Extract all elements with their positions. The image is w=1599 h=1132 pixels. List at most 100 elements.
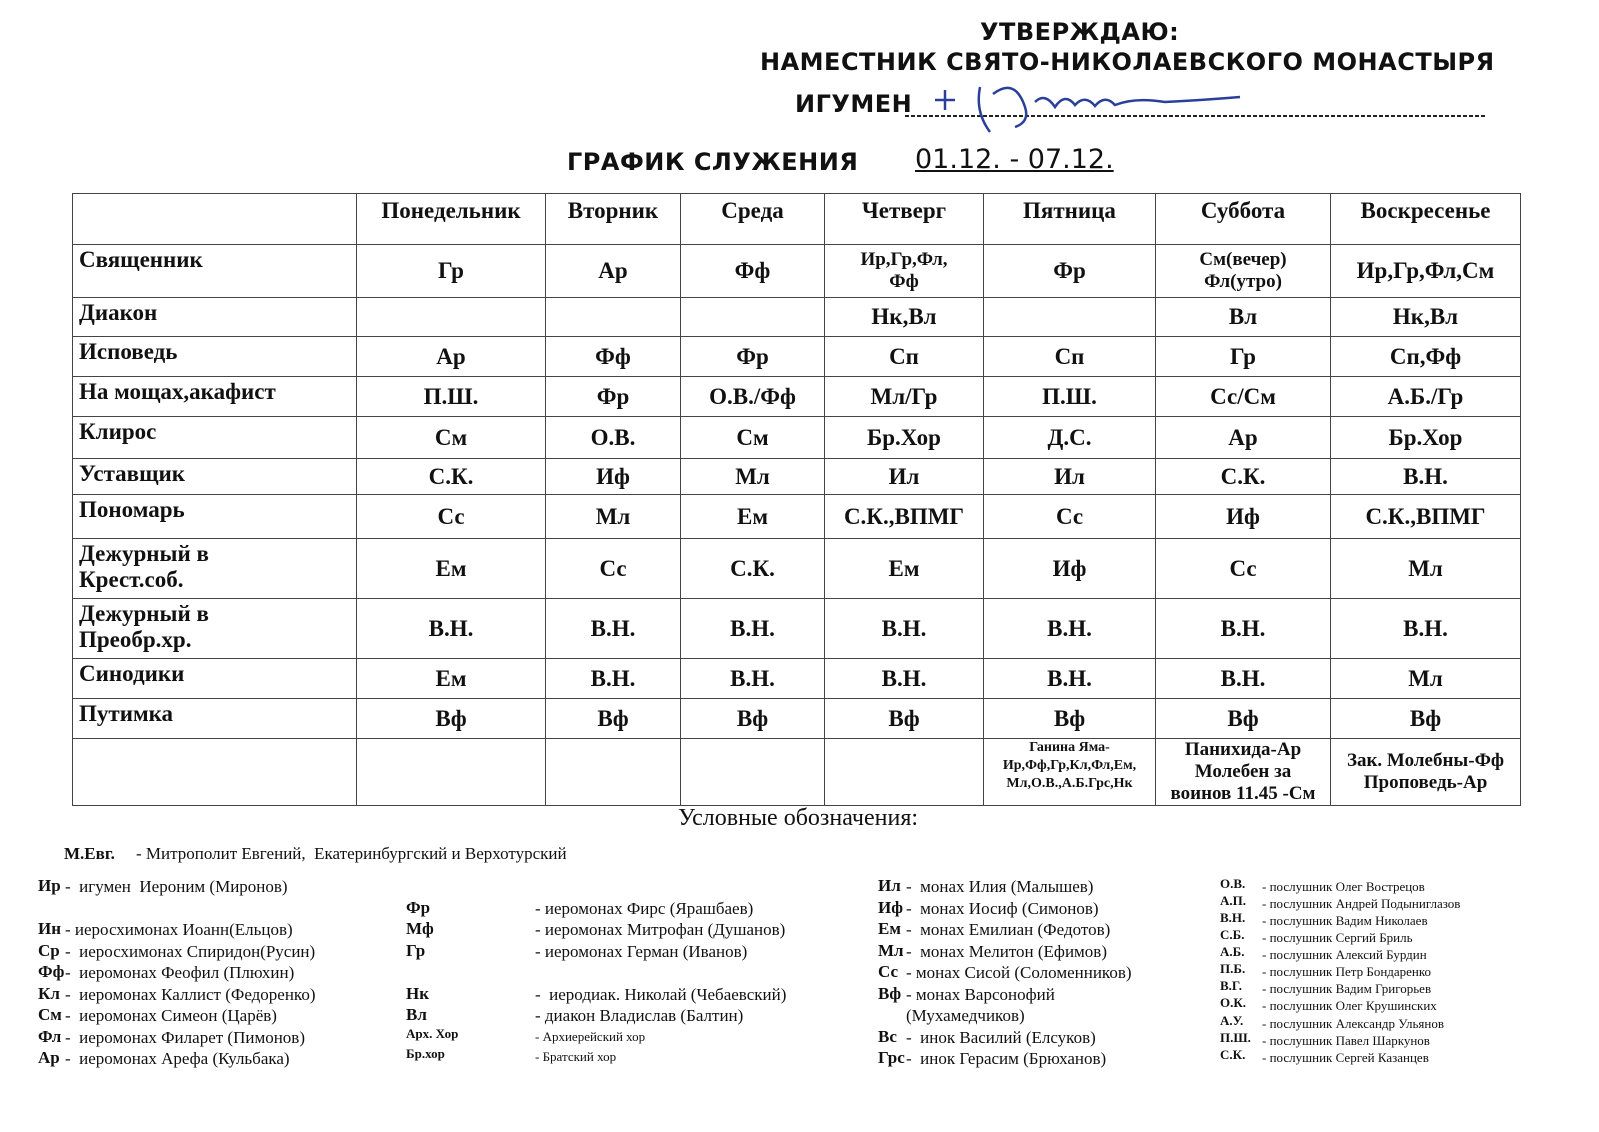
row-label: Уставщик [72, 458, 357, 495]
legend-text: - послушник Александр Ульянов [1262, 1016, 1444, 1031]
cell [983, 297, 1156, 337]
row-label: Исповедь [72, 336, 357, 377]
cell: Вл [1155, 297, 1331, 337]
legend-text: - послушник Андрей Подыниглазов [1262, 896, 1461, 911]
corner-cell [72, 193, 357, 245]
cell: Мл [545, 494, 681, 539]
legend-abbr: Фр [406, 898, 431, 917]
legend-abbr: Грс [878, 1048, 905, 1067]
cell: С.К. [356, 458, 546, 495]
row: Клирос См О.В. См Бр.Хор Д.С. Ар Бр.Хор [72, 416, 1521, 459]
cell: Бр.Хор [824, 416, 984, 459]
cell: Гр [1155, 336, 1331, 377]
cell: Ем [680, 494, 825, 539]
legend-abbr: Мл [878, 941, 904, 960]
legend-text: - иеромонах Феофил (Плюхин) [65, 963, 295, 982]
legend-text: - иеромонах Симеон (Царёв) [65, 1006, 277, 1025]
cell: В.Н. [1330, 598, 1521, 659]
cell: Нк,Вл [1330, 297, 1521, 337]
cell: Мл [680, 458, 825, 495]
legend-abbr: Ср [38, 941, 60, 960]
row: Дежурный в Преобр.хр. В.Н. В.Н. В.Н. В.Н. В.Н… [72, 598, 1521, 659]
row-label: Клирос [72, 416, 357, 459]
legend-text: - иеродиак. Николай (Чебаевский) [535, 985, 787, 1004]
cell: В.Н. [824, 658, 984, 699]
row: Исповедь Ар Фф Фр Сп Сп Гр Сп,Фф [72, 336, 1521, 377]
cell: Ар [1155, 416, 1331, 459]
legend-abbr: Кл [38, 984, 60, 1003]
cell: Ил [983, 458, 1156, 495]
legend-text: - иеромонах Герман (Иванов) [535, 942, 748, 961]
legend-text: - иеромонах Филарет (Пимонов) [65, 1028, 305, 1047]
day-header: Суббота [1155, 193, 1331, 245]
legend-text: - иеромонах Арефа (Кульбака) [65, 1049, 290, 1068]
legend-text: - послушник Олег Вострецов [1262, 879, 1425, 894]
legend-abbr: Вс [878, 1027, 897, 1046]
cell: В.Н. [824, 598, 984, 659]
cell: Ир,Гр,Фл, Фф [824, 244, 984, 298]
row-label: Диакон [72, 297, 357, 337]
cell: Вф [545, 698, 681, 739]
cell: Ем [824, 538, 984, 599]
row: Синодики Ем В.Н. В.Н. В.Н. В.Н. В.Н. Мл [72, 658, 1521, 699]
cell: Сп [824, 336, 984, 377]
cell: В.Н. [1155, 658, 1331, 699]
cell [545, 297, 681, 337]
cell: П.Ш. [356, 376, 546, 417]
row-label: На мощах,акафист [72, 376, 357, 417]
cell: О.В. [545, 416, 681, 459]
cell [680, 297, 825, 337]
cell: Ир,Гр,Фл,См [1330, 244, 1521, 298]
legend-text: - иеромонах Митрофан (Душанов) [535, 920, 786, 939]
cell: В.Н. [545, 658, 681, 699]
cell: Гр [356, 244, 546, 298]
dates: 01.12. - 07.12. [915, 144, 1114, 175]
cell: Ил [824, 458, 984, 495]
cell: В.Н. [356, 598, 546, 659]
legend-abbr: П.Ш. [1220, 1030, 1251, 1045]
approve: УТВЕРЖДАЮ: [980, 18, 1180, 46]
row: Священник Гр Ар Фф Ир,Гр,Фл, Фф Фр См(вечер) Ф… [72, 244, 1521, 298]
cell: Мл/Гр [824, 376, 984, 417]
cell: Сп [983, 336, 1156, 377]
legend-abbr: В.Г. [1220, 978, 1242, 993]
legend-text: - инок Василий (Елсуков) [906, 1028, 1096, 1047]
legend-text: - монах Сисой (Соломенников) [906, 963, 1132, 982]
cell: В.Н. [680, 658, 825, 699]
legend-text: - монах Мелитон (Ефимов) [906, 942, 1107, 961]
legend-text: - монах Варсонофий (Мухамедчиков) [906, 985, 1055, 1025]
cell: Ем [356, 538, 546, 599]
legend-abbr: Ир [38, 876, 61, 895]
legend-abbr: Нк [406, 984, 430, 1003]
legend-abbr: Фл [38, 1027, 62, 1046]
legend-abbr: О.В. [1220, 876, 1246, 891]
signature [905, 86, 1485, 133]
cell: В.Н. [983, 658, 1156, 699]
legend-title: Условные обозначения: [678, 805, 919, 831]
cell: Сс [356, 494, 546, 539]
legend-text: - игумен Иероним (Миронов) [65, 877, 288, 896]
cell: Ем [356, 658, 546, 699]
cell [356, 297, 546, 337]
legend-abbr: А.П. [1220, 893, 1246, 908]
cell: См(вечер) Фл(утро) [1155, 244, 1331, 298]
legend-text: - иеросхимонах Спиридон(Русин) [65, 942, 316, 961]
legend-abbr: Мф [406, 919, 434, 938]
legend-text: - послушник Сергей Казанцев [1262, 1050, 1429, 1065]
cell: В.Н. [1330, 458, 1521, 495]
legend-text: - Братский хор [535, 1049, 617, 1064]
cell: А.Б./Гр [1330, 376, 1521, 417]
row: Ганина Яма- Ир,Фф,Гр,Кл,Фл,Ем, Мл,О.В.,А… [72, 738, 1521, 806]
legend-abbr: См [38, 1005, 62, 1024]
cell: Вф [1155, 698, 1331, 739]
cell: Иф [1155, 494, 1331, 539]
position: НАМЕСТНИК СВЯТО-НИКОЛАЕВСКОГО МОНАСТЫРЯ [760, 48, 1495, 76]
legend-text: - послушник Павел Шаркунов [1262, 1033, 1430, 1048]
legend-text: - послушник Сергий Бриль [1262, 930, 1413, 945]
legend-abbr: Сс [878, 962, 899, 981]
legend-text: - послушник Алексий Бурдин [1262, 947, 1427, 962]
day-header: Среда [680, 193, 825, 245]
legend-text: - монах Емилиан (Федотов) [906, 920, 1111, 939]
cell: Бр.Хор [1330, 416, 1521, 459]
